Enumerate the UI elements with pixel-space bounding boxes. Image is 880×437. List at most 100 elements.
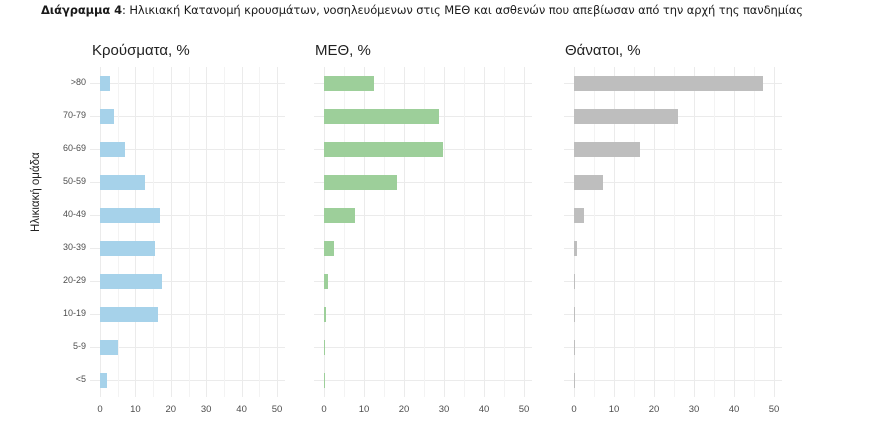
- h-gridline: [314, 314, 532, 315]
- v-gridline: [324, 67, 325, 397]
- panel-title: Θάνατοι, %: [565, 42, 641, 59]
- v-gridline: [206, 67, 208, 397]
- h-gridline: [90, 380, 285, 381]
- bar-10-19: [324, 307, 326, 322]
- v-gridline: [464, 67, 465, 397]
- v-gridline: [259, 67, 261, 397]
- bar-40-49: [574, 208, 584, 223]
- x-tick-label: 20: [648, 404, 660, 415]
- x-tick-label: 30: [688, 404, 700, 415]
- bar-50-59: [100, 175, 146, 190]
- h-gridline: [90, 215, 285, 216]
- v-gridline: [444, 67, 445, 397]
- h-gridline: [564, 347, 782, 348]
- h-gridline: [564, 182, 782, 183]
- v-gridline: [574, 67, 575, 397]
- x-tick-label: 50: [518, 404, 530, 415]
- h-gridline: [314, 215, 532, 216]
- category-label: 10-19: [62, 308, 86, 318]
- bar-5-9: [574, 340, 575, 355]
- v-gridline: [674, 67, 675, 397]
- x-tick-label: 30: [438, 404, 450, 415]
- v-gridline: [754, 67, 755, 397]
- category-label: 5-9: [72, 341, 86, 351]
- x-tick-label: 0: [321, 404, 327, 415]
- bar-5-9: [324, 340, 325, 355]
- h-gridline: [314, 182, 532, 183]
- bar-60-69: [324, 142, 443, 157]
- panel-title: ΜΕΘ, %: [315, 42, 371, 59]
- bar-5-9: [100, 340, 118, 355]
- x-tick-label: 50: [271, 404, 283, 415]
- bar-70-79: [324, 109, 439, 124]
- x-tick-label: 40: [478, 404, 490, 415]
- bar-50-59: [574, 175, 604, 190]
- bar-70-79: [574, 109, 679, 124]
- bar-30-39: [324, 241, 335, 256]
- bar->80: [100, 76, 110, 91]
- bar-30-39: [100, 241, 156, 256]
- bar-70-79: [100, 109, 115, 124]
- x-tick-label: 20: [398, 404, 410, 415]
- v-gridline: [344, 67, 345, 397]
- v-gridline: [277, 67, 278, 397]
- category-label: 40-49: [62, 209, 86, 219]
- v-gridline: [384, 67, 385, 397]
- h-gridline: [564, 248, 782, 249]
- bar-10-19: [574, 307, 575, 322]
- bar-<5: [100, 373, 108, 388]
- h-gridline: [90, 248, 285, 249]
- v-gridline: [484, 67, 485, 397]
- x-tick-label: 10: [608, 404, 620, 415]
- bar->80: [324, 76, 374, 91]
- caption-label: Διάγραμμα 4: [41, 3, 122, 17]
- category-label: 50-59: [62, 176, 86, 186]
- h-gridline: [314, 380, 532, 381]
- bar-10-19: [100, 307, 159, 322]
- h-gridline: [90, 149, 285, 150]
- x-tick-label: 10: [130, 404, 141, 415]
- bar->80: [574, 76, 763, 91]
- v-gridline: [714, 67, 715, 397]
- category-label: 60-69: [62, 143, 86, 153]
- x-tick-label: 0: [571, 404, 577, 415]
- v-gridline: [223, 67, 225, 397]
- bar-<5: [574, 373, 575, 388]
- h-gridline: [564, 380, 782, 381]
- bar-20-29: [324, 274, 328, 289]
- v-gridline: [774, 67, 775, 397]
- category-label: <5: [75, 374, 86, 384]
- x-tick-label: 10: [358, 404, 370, 415]
- v-gridline: [188, 67, 190, 397]
- bar-30-39: [574, 241, 577, 256]
- v-gridline: [100, 67, 101, 397]
- caption-text: : Ηλικιακή Κατανομή κρουσμάτων, νοσηλευό…: [121, 3, 803, 17]
- v-gridline: [117, 67, 119, 397]
- h-gridline: [314, 347, 532, 348]
- v-gridline: [594, 67, 595, 397]
- x-tick-label: 40: [728, 404, 740, 415]
- h-gridline: [90, 182, 285, 183]
- h-gridline: [564, 314, 782, 315]
- x-tick-label: 50: [768, 404, 780, 415]
- v-gridline: [694, 67, 695, 397]
- v-gridline: [153, 67, 155, 397]
- h-gridline: [314, 83, 532, 84]
- v-gridline: [614, 67, 615, 397]
- h-gridline: [314, 248, 532, 249]
- bar-60-69: [574, 142, 640, 157]
- v-gridline: [734, 67, 735, 397]
- v-gridline: [404, 67, 405, 397]
- v-gridline: [364, 67, 365, 397]
- v-gridline: [135, 67, 137, 397]
- h-gridline: [564, 215, 782, 216]
- h-gridline: [90, 281, 285, 282]
- bar-50-59: [324, 175, 397, 190]
- category-label: 70-79: [62, 110, 86, 120]
- v-gridline: [424, 67, 425, 397]
- x-tick-label: 30: [200, 404, 212, 415]
- v-gridline: [524, 67, 525, 397]
